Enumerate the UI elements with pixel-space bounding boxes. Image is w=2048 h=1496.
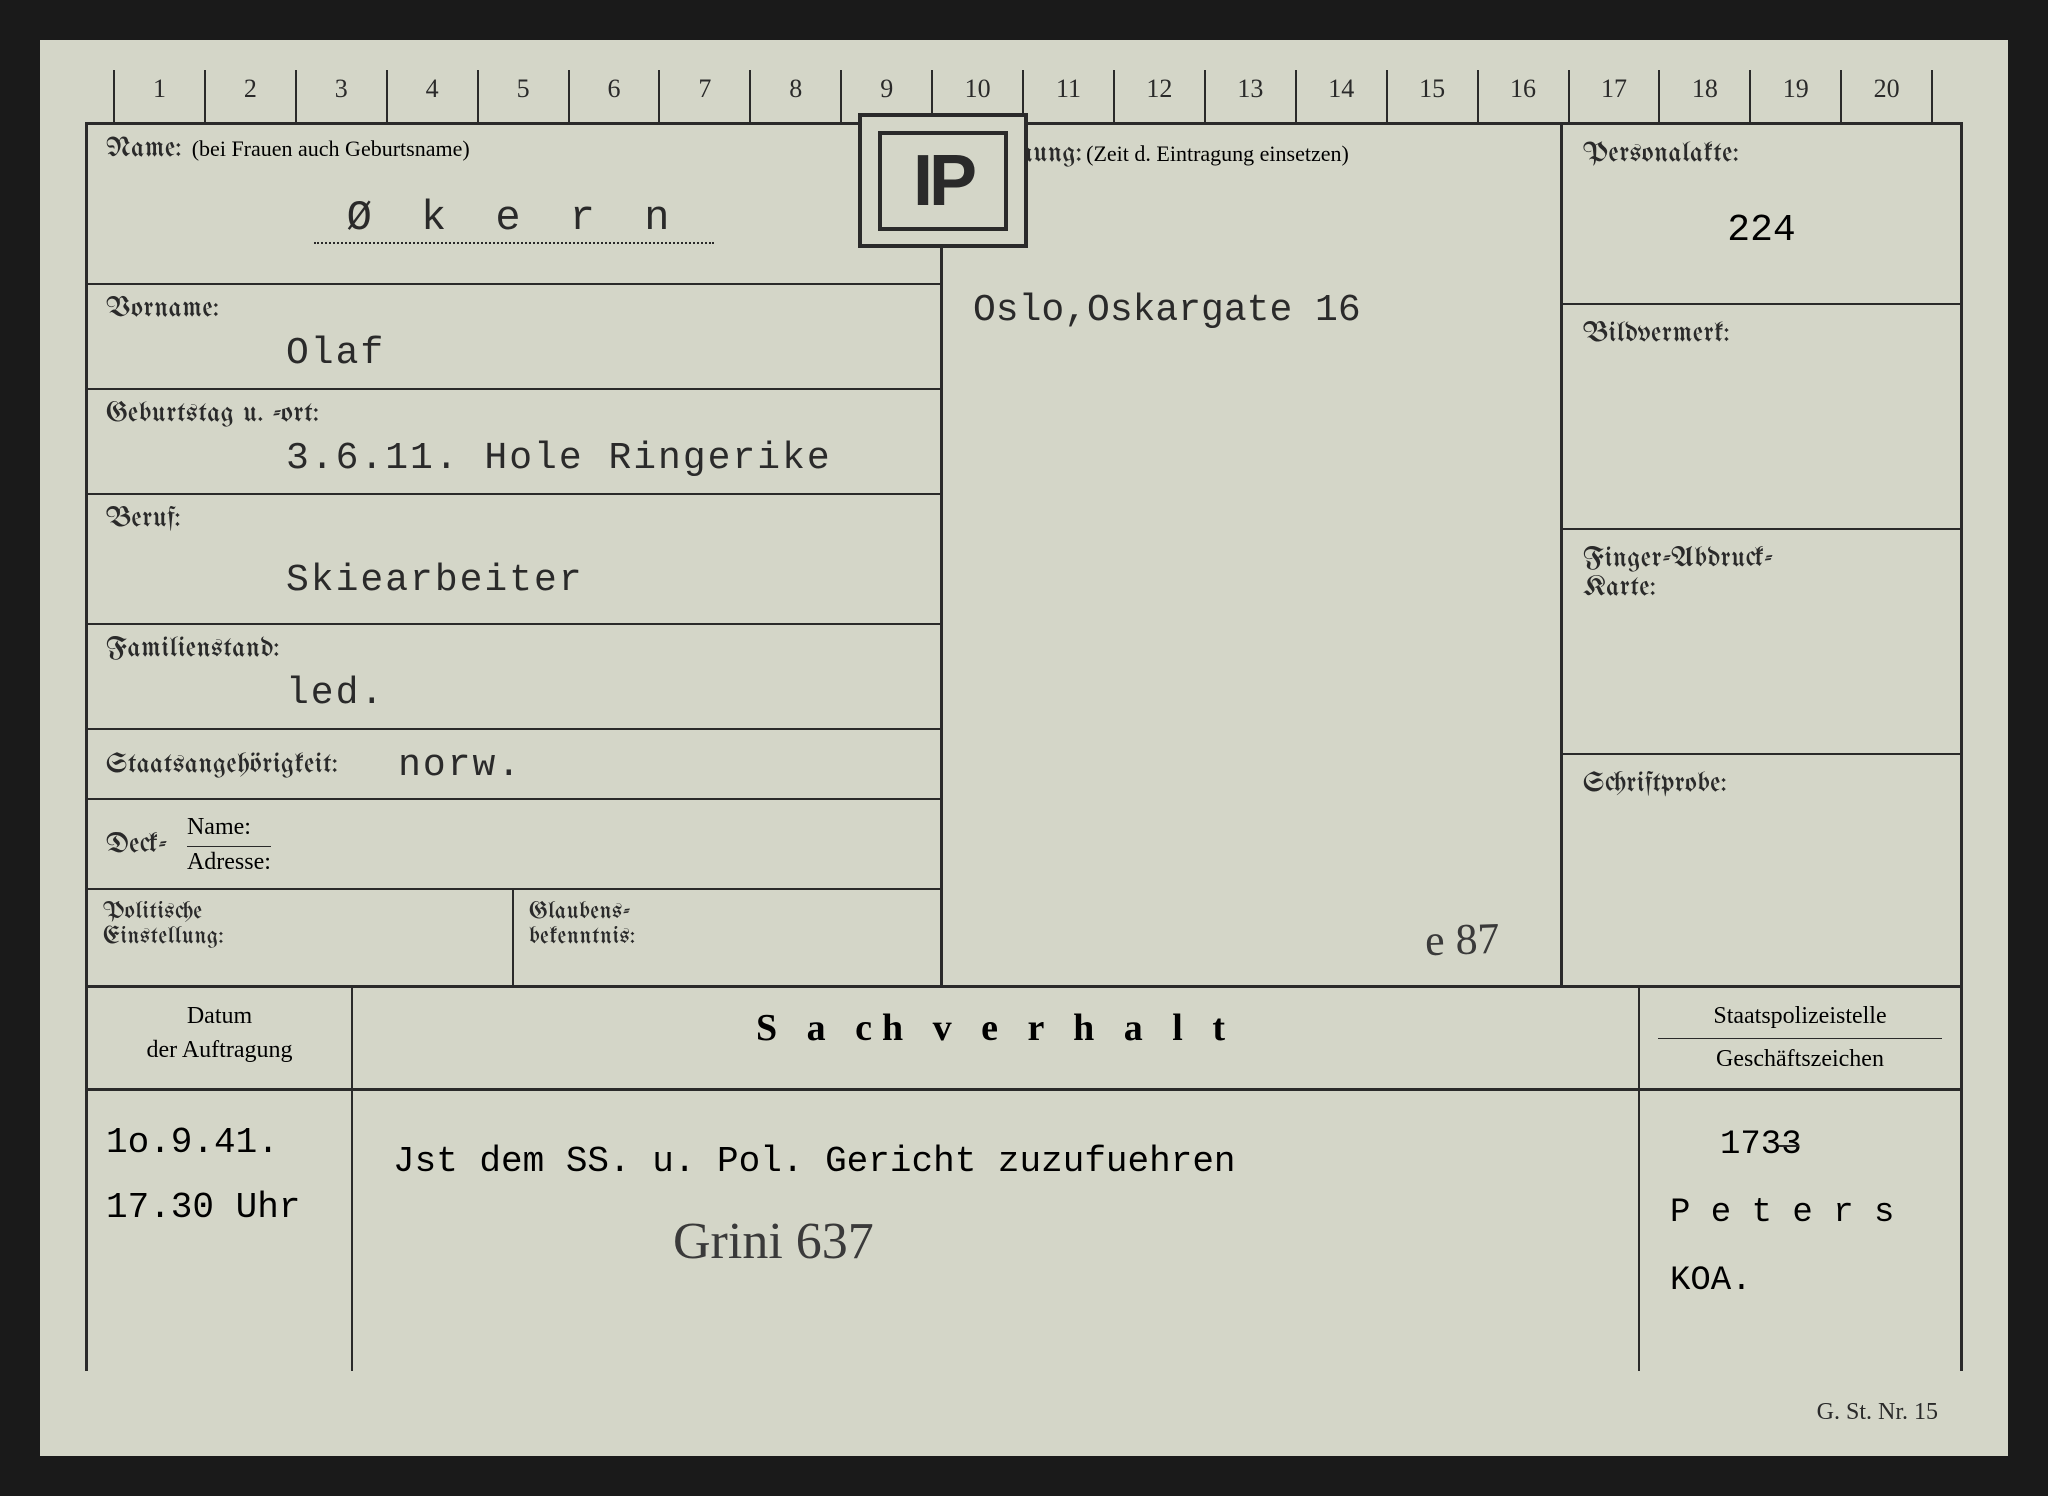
staatsang-field: Staatsangehörigkeit: norw. <box>88 730 940 800</box>
ruler-tick: 18 <box>1660 70 1751 122</box>
staatsang-label: Staatsangehörigkeit: <box>106 751 338 780</box>
ruler-tick: 3 <box>297 70 388 122</box>
glaubens-label2: bekenntnis: <box>529 925 925 950</box>
deckname-field: Deck- Name: Adresse: <box>88 800 940 890</box>
politische-label2: Einstellung: <box>103 925 497 950</box>
staatsang-value: norw. <box>368 744 522 787</box>
wohnung-value: Oslo,Oskargate 16 <box>963 169 1540 332</box>
bildvermerk-field: Bildvermerk: <box>1563 305 1960 530</box>
geburtstag-value: 3.6.11. Hole Ringerike <box>106 429 922 480</box>
sachverhalt-title: S a ch v e r h a l t <box>353 988 1640 1088</box>
name-hint: (bei Frauen auch Geburtsname) <box>192 136 470 162</box>
deck-name-label: Name: <box>187 812 271 846</box>
geburtstag-field: Geburtstag u. -ort: 3.6.11. Hole Ringeri… <box>88 390 940 495</box>
entry-date: 1o.9.41. 17.30 Uhr <box>88 1091 353 1371</box>
name-field: Name: (bei Frauen auch Geburtsname) Ø k … <box>88 125 940 285</box>
personalakte-field: Personalakte: 224 <box>1563 125 1960 305</box>
deck-adresse-label: Adresse: <box>187 847 271 878</box>
fingerabdruck-field: Finger-Abdruck- Karte: <box>1563 530 1960 755</box>
entry-text: Jst dem SS. u. Pol. Gericht zuzufuehren … <box>353 1091 1640 1371</box>
sachverhalt-body: 1o.9.41. 17.30 Uhr Jst dem SS. u. Pol. G… <box>85 1091 1963 1371</box>
ruler-tick: 7 <box>660 70 751 122</box>
ruler-tick: 2 <box>206 70 297 122</box>
handwritten-note: e 87 <box>1425 913 1501 967</box>
vorname-field: Vorname: Olaf <box>88 285 940 390</box>
staatspolizei-header: Staatspolizeistelle Geschäftszeichen <box>1640 988 1960 1088</box>
ruler-tick: 20 <box>1842 70 1933 122</box>
ruler-tick: 5 <box>479 70 570 122</box>
familienstand-field: Familienstand: led. <box>88 625 940 730</box>
ruler-tick: 12 <box>1115 70 1206 122</box>
ruler-tick: 17 <box>1570 70 1661 122</box>
entry-reference: 1733 P e t e r s KOA. <box>1640 1091 1960 1371</box>
fingerabdruck-label2: Karte: <box>1583 574 1940 603</box>
vorname-value: Olaf <box>106 324 922 375</box>
ruler-tick: 13 <box>1206 70 1297 122</box>
wohnung-hint: (Zeit d. Eintragung einsetzen) <box>1086 141 1349 166</box>
main-form: IP Name: (bei Frauen auch Geburtsname) Ø… <box>85 125 1963 988</box>
left-column: Name: (bei Frauen auch Geburtsname) Ø k … <box>88 125 943 985</box>
middle-blank: e 87 <box>943 390 1560 985</box>
familienstand-label: Familienstand: <box>106 635 922 664</box>
glaubens-label1: Glaubens- <box>529 900 925 925</box>
form-number: G. St. Nr. 15 <box>1817 1399 1938 1426</box>
personalakte-value: 224 <box>1573 169 1950 252</box>
deck-label: Deck- <box>106 831 167 860</box>
sachverhalt-header: Datum der Auftragung S a ch v e r h a l … <box>85 988 1963 1091</box>
familienstand-value: led. <box>106 664 922 715</box>
right-column: Personalakte: 224 Bildvermerk: Finger-Ab… <box>1563 125 1960 985</box>
ruler-tick: 8 <box>751 70 842 122</box>
ruler-tick: 14 <box>1297 70 1388 122</box>
personalakte-label: Personalakte: <box>1573 140 1950 169</box>
ruler-tick: 11 <box>1024 70 1115 122</box>
ip-stamp: IP <box>858 113 1028 248</box>
fingerabdruck-label1: Finger-Abdruck- <box>1583 545 1940 574</box>
name-label: Name: <box>106 135 182 164</box>
ruler-tick: 1 <box>115 70 206 122</box>
beruf-field: Beruf: Skiearbeiter <box>88 495 940 625</box>
politische-field: Politische Einstellung: Glaubens- bekenn… <box>88 890 940 985</box>
beruf-value: Skiearbeiter <box>106 534 922 602</box>
name-value: Ø k e r n <box>106 164 922 254</box>
geburtstag-label: Geburtstag u. -ort: <box>106 400 922 429</box>
wohnung-field: Wohnung: (Zeit d. Eintragung einsetzen) … <box>943 125 1560 390</box>
middle-column: Wohnung: (Zeit d. Eintragung einsetzen) … <box>943 125 1563 985</box>
vorname-label: Vorname: <box>106 295 922 324</box>
schriftprobe-field: Schriftprobe: <box>1563 755 1960 985</box>
ruler-tick: 19 <box>1751 70 1842 122</box>
bildvermerk-label: Bildvermerk: <box>1583 320 1940 349</box>
ruler-tick: 6 <box>570 70 661 122</box>
ip-stamp-text: IP <box>878 131 1008 231</box>
datum-header: Datum der Auftragung <box>88 988 353 1088</box>
beruf-label: Beruf: <box>106 505 922 534</box>
schriftprobe-label: Schriftprobe: <box>1583 770 1940 799</box>
ruler-tick: 4 <box>388 70 479 122</box>
ruler-tick: 16 <box>1479 70 1570 122</box>
ruler-tick: 15 <box>1388 70 1479 122</box>
entry-handwritten: Grini 637 <box>393 1182 1620 1271</box>
record-card: 1 2 3 4 5 6 7 8 9 10 11 12 13 14 15 16 1… <box>40 40 2008 1456</box>
politische-label1: Politische <box>103 900 497 925</box>
